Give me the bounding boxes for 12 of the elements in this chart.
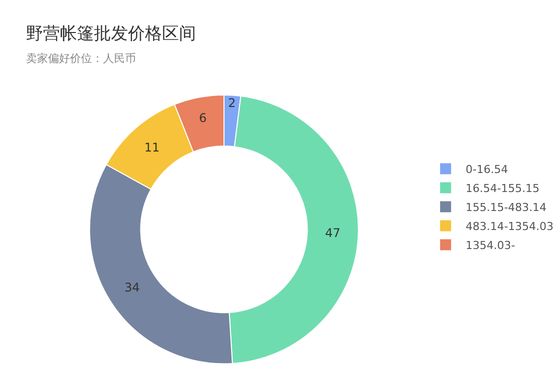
data-label: 11 [144, 140, 160, 155]
legend-label: 1354.03- [466, 239, 516, 252]
legend-label: 0-16.54 [466, 163, 508, 176]
data-label: 6 [198, 111, 207, 126]
data-label: 47 [325, 226, 340, 240]
data-label: 2 [228, 96, 236, 110]
chart-subtitle: 卖家偏好价位：人民币 [26, 52, 136, 65]
legend-label: 155.15-483.14 [466, 201, 547, 214]
legend-label: 16.54-155.15 [466, 182, 540, 196]
legend-label: 483.14-1354.03 [466, 220, 554, 234]
data-label: 34 [124, 280, 140, 295]
chart-title: 野营帐篷批发价格区间 [26, 24, 196, 44]
